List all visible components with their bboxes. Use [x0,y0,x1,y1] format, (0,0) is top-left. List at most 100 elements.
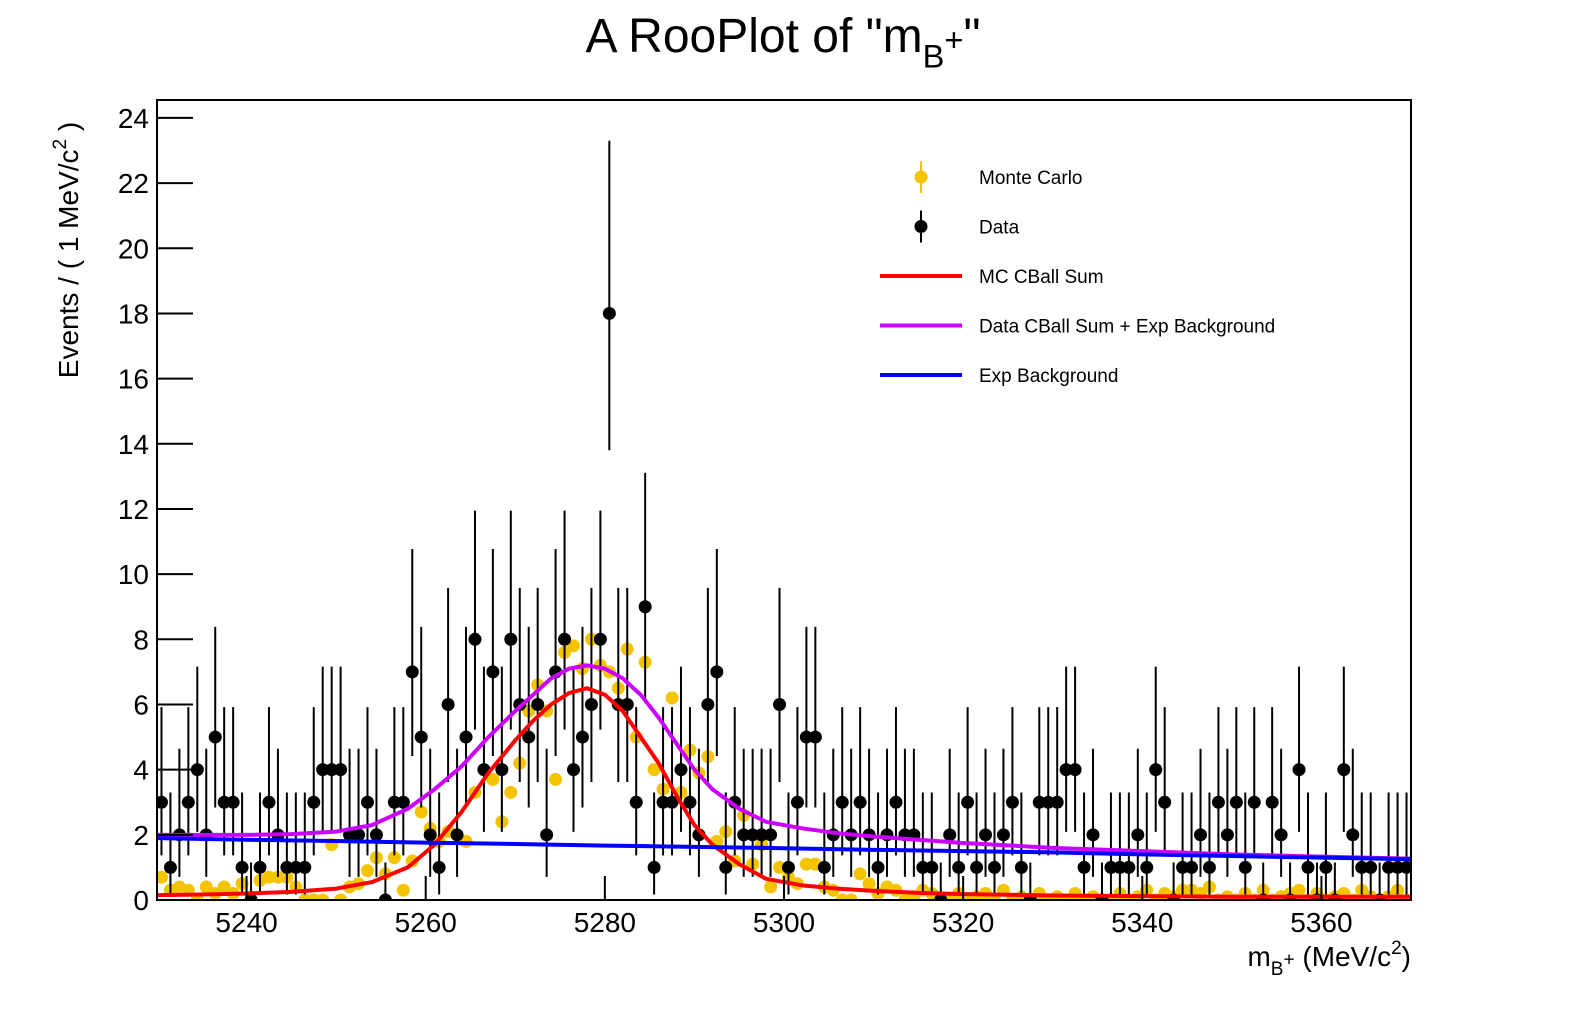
data-point [979,828,993,842]
data-point [163,860,177,874]
data-point [235,860,249,874]
data-point [1220,828,1234,842]
data-point [853,795,867,809]
data-point [1176,860,1190,874]
data-point [378,893,392,900]
data-point [853,867,867,881]
data-point [1337,763,1351,777]
data-point [414,730,428,744]
data-point [1005,795,1019,809]
data-point [844,893,858,900]
x-tick-label: 5240 [215,907,277,938]
data-point [316,763,330,777]
data-point [450,828,464,842]
data-point [764,828,778,842]
data-point [799,857,813,871]
y-tick-label: 24 [118,103,149,134]
legend-label: Data CBall Sum + Exp Background [979,317,1275,338]
data-point [647,763,661,777]
y-tick-label: 6 [133,689,149,720]
data-point [217,795,231,809]
legend-label: Data [979,218,1020,239]
data-point [1068,763,1082,777]
data-point [262,870,276,884]
data-point [1077,860,1091,874]
data-point [1032,795,1046,809]
data-point [495,763,509,777]
data-point [1391,860,1405,874]
x-axis-label-part: + [1283,949,1294,970]
data-point [262,795,276,809]
data-point [665,795,679,809]
data-point [405,665,419,679]
chart-title-part: B [923,37,945,74]
data-point [584,697,598,711]
x-axis-label-part: B [1271,959,1284,980]
data-point [1292,883,1306,897]
data-point [504,785,518,799]
data-point [334,763,348,777]
data-point [1238,860,1252,874]
x-tick-label: 5300 [753,907,815,938]
data-point [1274,828,1288,842]
data-point [665,691,679,705]
plot-area [157,140,1411,900]
data-point [575,730,589,744]
x-tick-label: 5280 [574,907,636,938]
legend-marker [914,220,928,233]
data-point [862,877,876,891]
chart-title: A RooPlot of "mB+" [585,10,980,74]
data-point [253,860,267,874]
x-axis-label-part: ) [1402,941,1411,972]
y-tick-label: 20 [118,233,149,264]
data-point [1364,860,1378,874]
data-point [790,795,804,809]
data-point [468,632,482,646]
chart-title-part: " [963,10,980,63]
data-point [423,828,437,842]
data-point [996,828,1010,842]
data-point [369,828,383,842]
data-point [226,795,240,809]
data-point [943,828,957,842]
chart-title-part: A RooPlot of "m [585,10,922,63]
data-point [459,730,473,744]
y-tick-label: 18 [118,298,149,329]
y-tick-label: 2 [133,820,149,851]
data-point [1355,860,1369,874]
data-point [799,730,813,744]
data-point [558,632,572,646]
data-point [970,860,984,874]
data-point [360,864,374,878]
data-point [1086,828,1100,842]
data-point [441,697,455,711]
data-point [755,828,769,842]
data-point [1059,763,1073,777]
data-point [987,860,1001,874]
data-point [1185,860,1199,874]
data-point [961,795,975,809]
y-tick-label: 12 [118,494,149,525]
data-point [710,665,724,679]
data-point [1104,860,1118,874]
legend-label: MC CBall Sum [979,267,1104,288]
data-point [181,795,195,809]
data-point [889,795,903,809]
data-point [656,795,670,809]
data-point [1382,860,1396,874]
data-point [737,828,751,842]
data-point [208,730,222,744]
data-point [352,828,366,842]
data-point [925,860,939,874]
data-point [781,860,795,874]
data-point [817,860,831,874]
data-point [1400,860,1411,874]
data-point [1194,828,1208,842]
data-point [916,860,930,874]
data-point [1041,795,1055,809]
data-point [719,860,733,874]
data-point [1247,795,1261,809]
data-point [396,883,410,897]
data-point [280,860,294,874]
